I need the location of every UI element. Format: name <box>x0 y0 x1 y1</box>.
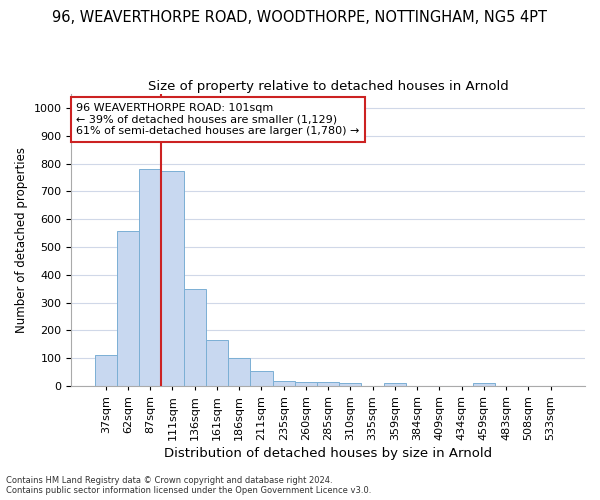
Bar <box>95 356 117 386</box>
Bar <box>117 231 139 386</box>
Y-axis label: Number of detached properties: Number of detached properties <box>15 147 28 333</box>
Bar <box>473 382 495 386</box>
Bar <box>317 382 339 386</box>
Text: 96, WEAVERTHORPE ROAD, WOODTHORPE, NOTTINGHAM, NG5 4PT: 96, WEAVERTHORPE ROAD, WOODTHORPE, NOTTI… <box>53 10 548 25</box>
Bar <box>295 382 317 386</box>
Text: Contains HM Land Registry data © Crown copyright and database right 2024.
Contai: Contains HM Land Registry data © Crown c… <box>6 476 371 495</box>
X-axis label: Distribution of detached houses by size in Arnold: Distribution of detached houses by size … <box>164 447 492 460</box>
Bar <box>384 382 406 386</box>
Bar <box>206 340 228 386</box>
Bar <box>161 170 184 386</box>
Title: Size of property relative to detached houses in Arnold: Size of property relative to detached ho… <box>148 80 509 93</box>
Bar <box>139 169 161 386</box>
Bar <box>250 370 272 386</box>
Text: 96 WEAVERTHORPE ROAD: 101sqm
← 39% of detached houses are smaller (1,129)
61% of: 96 WEAVERTHORPE ROAD: 101sqm ← 39% of de… <box>76 103 360 136</box>
Bar <box>184 290 206 386</box>
Bar <box>228 358 250 386</box>
Bar <box>339 383 361 386</box>
Bar <box>272 381 295 386</box>
